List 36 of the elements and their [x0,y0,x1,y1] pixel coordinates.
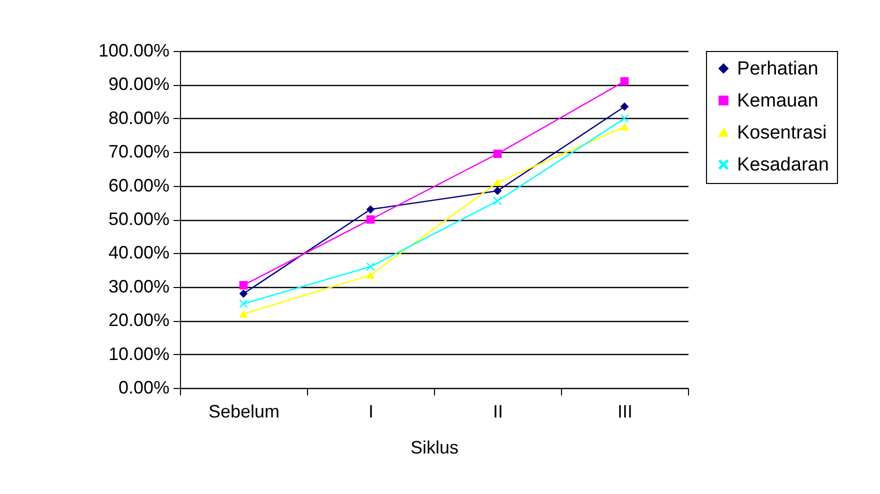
y-tick-label: 50.00% [108,209,170,229]
y-tick-label: 60.00% [108,175,170,196]
y-tick-label: 100.00% [98,40,170,60]
point [493,196,502,206]
y-tick-label: 0.00% [118,378,170,398]
point [239,281,248,290]
point [366,262,375,271]
x-tick-label: I [368,402,374,422]
point [366,205,375,214]
y-tick-label: 90.00% [108,74,170,94]
point [239,300,248,308]
y-tick-label: 30.00% [108,276,170,296]
point [239,289,248,298]
y-tick-label: 80.00% [108,108,170,128]
point [620,114,629,123]
legend-label: Perhatian [737,58,818,80]
point [366,271,375,279]
y-tick-label: 70.00% [108,142,170,162]
y-tick-label: 10.00% [108,344,170,364]
y-tick-label: 20.00% [108,310,170,330]
legend-label: Kesadaran [737,154,829,176]
point [620,102,629,111]
legend-label: Kemauan [737,90,818,112]
point [620,123,629,130]
y-tick-label: 40.00% [108,242,170,263]
point [620,77,629,86]
x-axis-title: Siklus [410,438,459,458]
point [493,150,502,158]
point [493,178,502,186]
point [366,215,375,224]
legend-label: Kosentrasi [737,122,827,144]
point [239,310,248,318]
x-tick-label: III [617,402,633,422]
x-tick-label: Sebelum [208,402,280,422]
x-tick-label: II [492,402,504,422]
point [493,186,502,196]
